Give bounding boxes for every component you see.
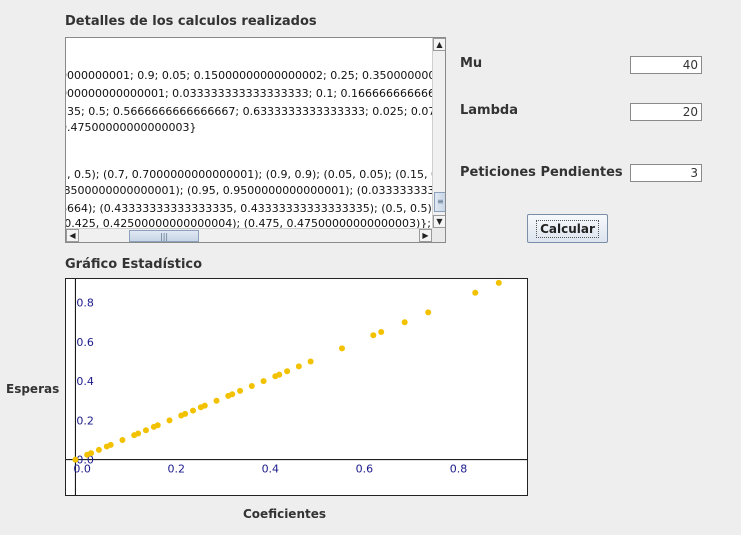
data-point (190, 407, 197, 414)
data-point (472, 289, 479, 296)
data-point (248, 383, 255, 390)
calculate-button-label: Calcular (536, 219, 599, 238)
details-scroll-pane[interactable]: 0000000001; 0.9; 0.05; 0.150000000000000… (65, 37, 446, 243)
x-tick-label: 0.4 (262, 463, 280, 476)
data-point (295, 363, 302, 370)
data-point (135, 430, 142, 437)
chart-heading: Gráfico Estadístico (65, 257, 203, 272)
data-point (260, 378, 267, 385)
data-point (284, 368, 291, 375)
pending-requests-label: Peticiones Pendientes (460, 165, 623, 180)
data-point (182, 410, 189, 417)
y-tick-label: 0.0 (76, 454, 94, 467)
data-point (72, 456, 79, 463)
data-point (401, 319, 408, 326)
details-line: 5, 0.5); (0.7, 0.7000000000000001); (0.9… (66, 168, 432, 181)
data-point (213, 397, 220, 404)
data-point (142, 427, 149, 434)
scroll-up-button[interactable]: ▲ (433, 38, 445, 51)
grip-icon: ||| (160, 232, 169, 241)
scatter-chart: 0.0 0.2 0.4 0.6 0.8 0.0 0.2 0.4 0.6 0.8 (65, 270, 528, 496)
data-point (107, 441, 114, 448)
data-point (119, 437, 126, 444)
horizontal-scroll-thumb[interactable]: ||| (129, 230, 199, 242)
x-tick-label: 0.8 (450, 463, 468, 476)
vertical-scrollbar[interactable]: ▲ ≡ ▼ (432, 38, 445, 228)
details-line: 0000000001; 0.9; 0.05; 0.150000000000000… (66, 69, 432, 82)
chart-svg: 0.0 0.2 0.4 0.6 0.8 0.0 0.2 0.4 0.6 0.8 (66, 270, 527, 495)
data-point (338, 345, 345, 352)
data-point (425, 309, 432, 316)
y-tick-label: 0.4 (76, 375, 94, 388)
data-point (88, 450, 95, 457)
vertical-scroll-thumb[interactable]: ≡ (434, 192, 445, 212)
scroll-corner (432, 228, 445, 242)
data-point (95, 446, 102, 453)
arrow-left-icon: ◀ (69, 231, 76, 240)
data-point (166, 417, 173, 424)
arrow-right-icon: ▶ (422, 231, 429, 240)
lambda-label: Lambda (460, 103, 518, 118)
mu-field[interactable]: 40 (630, 56, 702, 74)
mu-label: Mu (460, 56, 483, 71)
y-tick-label: 0.8 (76, 297, 94, 310)
data-point (276, 371, 283, 378)
scroll-down-button[interactable]: ▼ (433, 215, 445, 228)
horizontal-scrollbar[interactable]: ◀ ||| ▶ (66, 228, 432, 242)
pending-requests-field[interactable]: 3 (630, 164, 702, 182)
arrow-up-icon: ▲ (436, 40, 443, 49)
details-text-area[interactable]: 0000000001; 0.9; 0.05; 0.150000000000000… (66, 38, 432, 228)
data-point (229, 391, 236, 398)
details-line: (0.425, 0.42500000000000004); (0.475, 0.… (66, 217, 431, 228)
details-heading: Detalles de los calculos realizados (65, 14, 317, 29)
data-point (237, 387, 244, 394)
x-axis-title: Coeficientes (243, 507, 327, 521)
grip-icon: ≡ (437, 197, 444, 206)
lambda-field[interactable]: 20 (630, 103, 702, 121)
y-tick-label: 0.6 (76, 336, 94, 349)
data-point (201, 402, 208, 409)
details-line: 335; 0.5; 0.5666666666666667; 0.63333333… (66, 105, 432, 118)
x-tick-label: 0.2 (167, 463, 185, 476)
details-line: 6664); (0.43333333333333335, 0.433333333… (66, 202, 432, 215)
data-point (307, 358, 314, 365)
x-tick-label: 0.0 (73, 463, 91, 476)
calculate-button[interactable]: Calcular (527, 214, 608, 243)
y-tick-label: 0.2 (76, 414, 94, 427)
data-point (378, 329, 385, 336)
data-point (495, 279, 502, 286)
data-point (370, 332, 377, 339)
details-line: .8500000000000001); (0.95, 0.95000000000… (66, 184, 432, 197)
details-line: 0.47500000000000003} (66, 121, 197, 134)
scroll-left-button[interactable]: ◀ (66, 229, 79, 242)
y-axis-title: Esperas (6, 382, 60, 396)
details-line: 000000000000001; 0.033333333333333333; 0… (66, 87, 432, 100)
arrow-down-icon: ▼ (436, 217, 443, 226)
scroll-right-button[interactable]: ▶ (419, 229, 432, 242)
data-point (154, 422, 161, 429)
x-tick-label: 0.6 (356, 463, 374, 476)
